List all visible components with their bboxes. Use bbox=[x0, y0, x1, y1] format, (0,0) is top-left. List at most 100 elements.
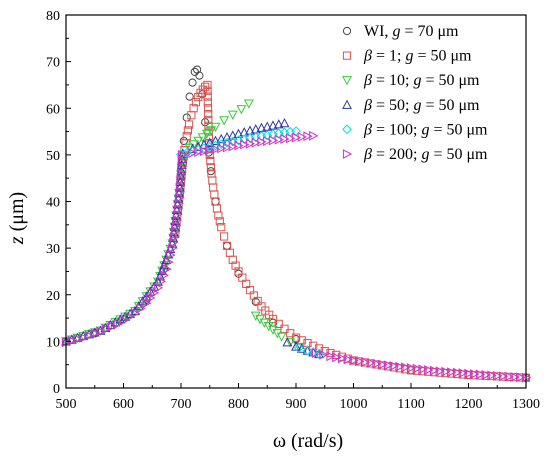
x-tick-label: 1200 bbox=[455, 397, 483, 412]
data-point bbox=[156, 276, 167, 287]
data-point bbox=[343, 354, 353, 365]
data-point bbox=[297, 131, 307, 142]
legend-label-part: WI, bbox=[364, 23, 392, 40]
x-axis-title: ω (rad/s) bbox=[273, 430, 343, 452]
data-point bbox=[227, 136, 238, 147]
data-point bbox=[211, 144, 221, 155]
data-point bbox=[208, 176, 217, 185]
data-point bbox=[179, 136, 188, 145]
legend-label: β = 10; g = 50 μm bbox=[363, 72, 480, 89]
data-point bbox=[204, 109, 213, 119]
data-point bbox=[125, 312, 135, 322]
data-point bbox=[159, 270, 169, 281]
data-point bbox=[429, 365, 440, 376]
data-point bbox=[279, 118, 290, 128]
data-point bbox=[222, 241, 232, 250]
data-point bbox=[169, 237, 179, 248]
data-point bbox=[167, 238, 178, 248]
data-point bbox=[177, 162, 187, 173]
data-point bbox=[256, 131, 267, 142]
data-point bbox=[233, 135, 244, 146]
data-point bbox=[280, 134, 290, 144]
data-point bbox=[195, 71, 204, 80]
data-point bbox=[185, 92, 194, 101]
data-point bbox=[435, 366, 445, 377]
data-point bbox=[175, 192, 185, 203]
x-tick-label: 1300 bbox=[512, 397, 540, 412]
data-point bbox=[487, 370, 497, 381]
legend-marker bbox=[342, 149, 353, 159]
legend-item-2: β = 1; g = 50 μm bbox=[342, 48, 472, 65]
data-point bbox=[171, 220, 182, 231]
data-point bbox=[225, 248, 234, 257]
data-point bbox=[303, 131, 313, 142]
plot-frame bbox=[65, 14, 527, 389]
data-point bbox=[203, 80, 212, 90]
data-point bbox=[251, 297, 260, 306]
series-6 bbox=[61, 130, 532, 383]
data-point bbox=[194, 92, 203, 102]
legend-label-part: = 50 μm bbox=[421, 72, 480, 89]
data-point bbox=[113, 319, 123, 330]
legend-label-part: β bbox=[363, 121, 372, 138]
data-point bbox=[239, 134, 250, 145]
data-point bbox=[215, 217, 224, 226]
data-point bbox=[406, 363, 417, 373]
data-point bbox=[203, 98, 212, 107]
data-point bbox=[291, 333, 301, 342]
data-point bbox=[233, 128, 244, 138]
data-point bbox=[206, 126, 217, 136]
data-point bbox=[285, 338, 296, 348]
data-point bbox=[262, 121, 273, 131]
data-point bbox=[214, 211, 223, 220]
data-point bbox=[170, 232, 180, 242]
data-point bbox=[418, 364, 428, 375]
data-point bbox=[189, 140, 199, 150]
data-point bbox=[293, 342, 304, 353]
data-point bbox=[296, 343, 307, 353]
data-point bbox=[228, 255, 237, 264]
data-point bbox=[302, 345, 313, 356]
data-point bbox=[236, 105, 247, 115]
legend-label-part: = 50; bbox=[372, 97, 413, 114]
data-point bbox=[424, 364, 434, 375]
y-tick-label: 80 bbox=[46, 9, 60, 24]
data-point bbox=[210, 190, 219, 199]
data-point bbox=[251, 137, 261, 148]
data-point bbox=[366, 358, 376, 368]
data-point bbox=[84, 330, 95, 341]
data-point bbox=[206, 163, 216, 172]
data-point bbox=[268, 120, 278, 130]
data-point bbox=[378, 359, 388, 370]
data-point bbox=[211, 197, 220, 206]
data-point bbox=[263, 136, 273, 147]
legend-label: β = 50; g = 50 μm bbox=[363, 97, 480, 114]
legend-item-6: β = 200; g = 50 μm bbox=[342, 146, 488, 163]
legend-label-part: β bbox=[363, 97, 372, 114]
data-markers-layer bbox=[61, 65, 532, 383]
data-point bbox=[222, 142, 233, 153]
legend-marker bbox=[342, 124, 352, 135]
y-tick-label: 10 bbox=[46, 335, 60, 350]
data-point bbox=[228, 141, 238, 152]
data-point bbox=[360, 357, 371, 368]
data-point bbox=[203, 86, 212, 95]
data-point bbox=[458, 368, 468, 379]
y-tick-label: 40 bbox=[46, 196, 60, 211]
data-point bbox=[173, 193, 184, 203]
data-point bbox=[191, 98, 201, 107]
data-point bbox=[181, 147, 192, 158]
legend-label-part: = 50 μm bbox=[413, 48, 472, 65]
data-point bbox=[107, 321, 118, 332]
data-point bbox=[178, 149, 188, 160]
data-point bbox=[136, 303, 146, 314]
data-point bbox=[401, 362, 411, 373]
data-point bbox=[174, 204, 184, 214]
legend-label-part: g bbox=[405, 48, 413, 65]
data-point bbox=[67, 335, 77, 346]
y-tick-label: 50 bbox=[46, 149, 60, 164]
data-point bbox=[389, 361, 399, 371]
data-point bbox=[219, 116, 230, 126]
data-point bbox=[216, 139, 227, 150]
data-point bbox=[164, 257, 174, 268]
